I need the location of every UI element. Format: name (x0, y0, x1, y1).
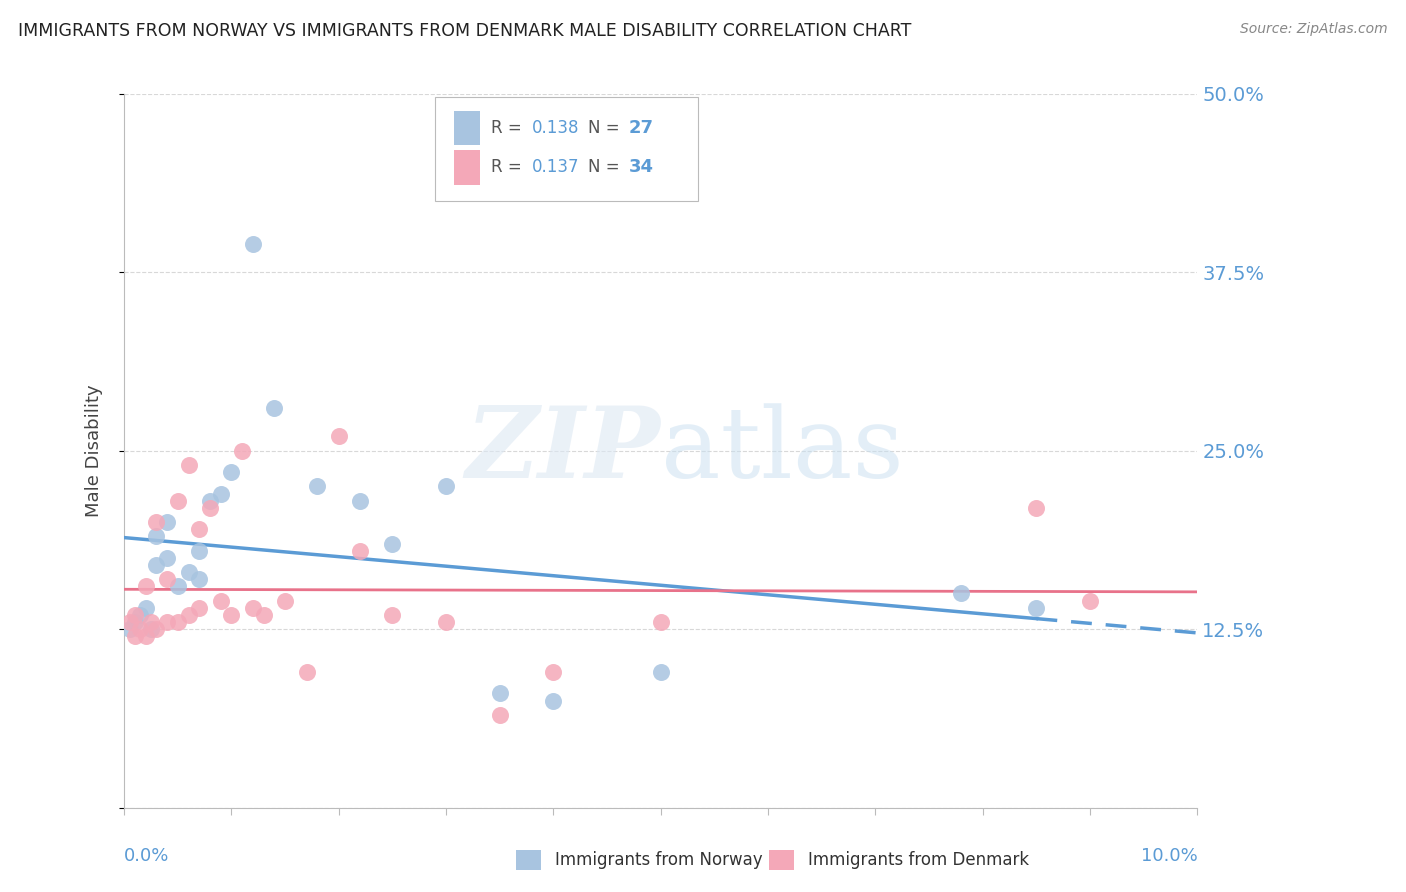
Text: 27: 27 (628, 120, 654, 137)
Point (118, 622, 141, 636)
Point (381, 607, 404, 622)
Point (188, 522, 211, 536)
Point (543, 693, 565, 707)
Point (129, 622, 152, 636)
Point (145, 529, 167, 543)
Point (950, 586, 973, 600)
Point (488, 707, 510, 722)
Point (349, 543, 371, 558)
Text: Source: ZipAtlas.com: Source: ZipAtlas.com (1240, 22, 1388, 37)
Point (177, 607, 200, 622)
Text: ZIP: ZIP (465, 402, 661, 499)
Point (156, 572, 179, 586)
Point (434, 615, 457, 629)
Text: N =: N = (588, 120, 624, 137)
Y-axis label: Male Disability: Male Disability (86, 384, 103, 517)
Point (156, 550, 179, 565)
Point (543, 665, 565, 679)
Point (177, 565, 200, 579)
Text: 10.0%: 10.0% (1140, 847, 1198, 865)
Point (434, 479, 457, 493)
Point (124, 615, 146, 629)
Point (188, 572, 211, 586)
Text: Immigrants from Denmark: Immigrants from Denmark (808, 851, 1029, 869)
Text: R =: R = (491, 159, 527, 177)
Point (198, 500, 221, 515)
Point (139, 622, 162, 636)
Point (381, 536, 404, 550)
Point (295, 665, 318, 679)
Point (166, 615, 188, 629)
Point (145, 515, 167, 529)
Text: R =: R = (491, 120, 527, 137)
Point (124, 629, 146, 643)
Point (1025, 600, 1047, 615)
Point (274, 593, 297, 607)
Point (650, 615, 672, 629)
Point (263, 401, 285, 415)
Point (188, 600, 211, 615)
Point (156, 515, 179, 529)
Text: 34: 34 (628, 159, 654, 177)
Point (135, 579, 157, 593)
Text: Immigrants from Norway: Immigrants from Norway (555, 851, 763, 869)
Point (118, 615, 141, 629)
Point (124, 607, 146, 622)
Point (198, 493, 221, 508)
Point (253, 607, 276, 622)
Text: 0.137: 0.137 (531, 159, 579, 177)
Text: 0.138: 0.138 (531, 120, 579, 137)
Point (650, 665, 672, 679)
Point (307, 479, 329, 493)
Point (145, 622, 167, 636)
Text: atlas: atlas (661, 403, 904, 499)
Point (177, 458, 200, 472)
Point (242, 236, 264, 251)
Point (1078, 593, 1101, 607)
Point (328, 429, 350, 443)
Point (221, 465, 243, 479)
Point (488, 686, 510, 700)
Point (1025, 500, 1047, 515)
Point (156, 615, 179, 629)
Point (242, 600, 264, 615)
Point (129, 607, 152, 622)
Point (221, 607, 243, 622)
Point (145, 558, 167, 572)
Point (349, 493, 371, 508)
FancyBboxPatch shape (454, 150, 481, 185)
Point (139, 615, 162, 629)
Text: IMMIGRANTS FROM NORWAY VS IMMIGRANTS FROM DENMARK MALE DISABILITY CORRELATION CH: IMMIGRANTS FROM NORWAY VS IMMIGRANTS FRO… (18, 22, 911, 40)
Point (188, 543, 211, 558)
Point (166, 493, 188, 508)
Text: 0.0%: 0.0% (124, 847, 170, 865)
Point (135, 600, 157, 615)
Text: N =: N = (588, 159, 624, 177)
Point (135, 629, 157, 643)
Point (166, 579, 188, 593)
FancyBboxPatch shape (454, 111, 481, 145)
Point (209, 593, 232, 607)
Point (209, 486, 232, 500)
Point (231, 443, 253, 458)
FancyBboxPatch shape (436, 97, 699, 201)
